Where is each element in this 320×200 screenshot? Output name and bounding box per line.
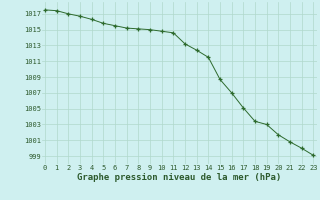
X-axis label: Graphe pression niveau de la mer (hPa): Graphe pression niveau de la mer (hPa) bbox=[77, 173, 281, 182]
